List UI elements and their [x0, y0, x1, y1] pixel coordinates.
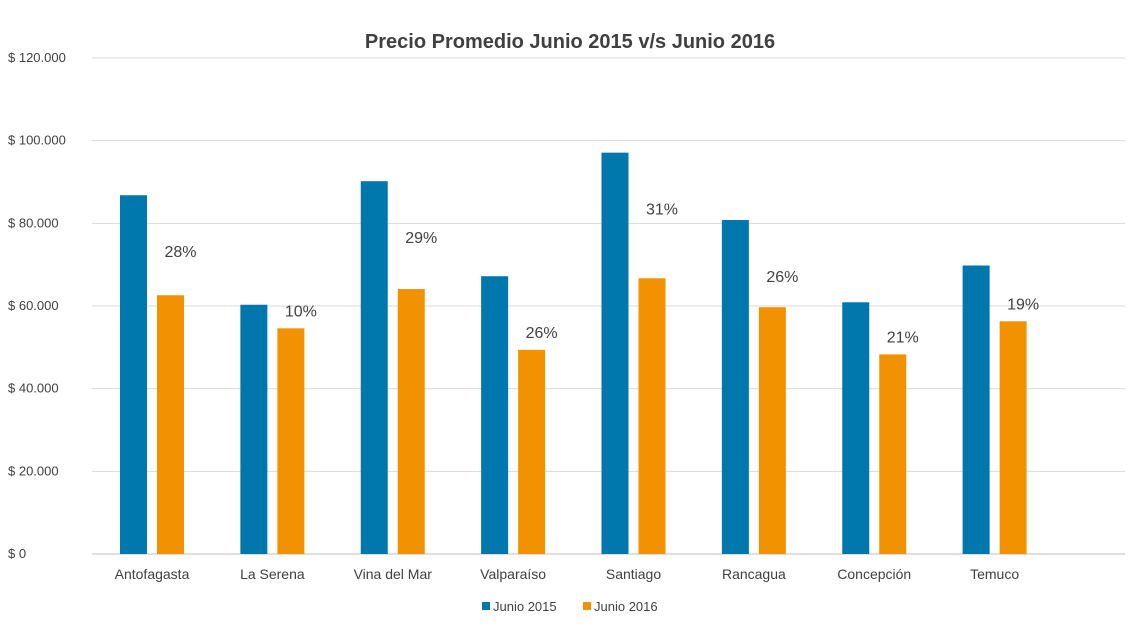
bar-junio-2016: [157, 295, 184, 554]
legend-label: Junio 2015: [493, 599, 557, 614]
category-label: Santiago: [606, 566, 661, 582]
category-label: La Serena: [240, 566, 305, 582]
category-label: Concepción: [837, 566, 911, 582]
bar-junio-2015: [360, 181, 388, 554]
bar-junio-2016: [397, 289, 425, 554]
bar-junio-2015: [481, 276, 509, 554]
bar-junio-2015: [721, 220, 749, 554]
percent-annotations: 28% 10% 29% 26% 31% 26% 21% 19%: [164, 202, 1039, 347]
y-tick-label: $ 100.000: [8, 133, 66, 148]
percent-label: 19%: [1007, 296, 1039, 313]
bar-junio-2016: [638, 278, 666, 554]
category-label: Temuco: [970, 566, 1019, 582]
bars: [120, 152, 1027, 555]
y-tick-label: $ 40.000: [8, 381, 59, 396]
percent-label: 31%: [646, 202, 678, 219]
bar-junio-2016: [758, 307, 786, 554]
percent-label: 29%: [405, 230, 437, 247]
category-label: Valparaíso: [480, 566, 546, 582]
percent-label: 28%: [164, 244, 196, 261]
legend: Junio 2015 Junio 2016: [482, 599, 658, 614]
bar-junio-2015: [240, 304, 268, 554]
bar-junio-2016: [879, 354, 907, 554]
x-axis-categories: Antofagasta La Serena Vina del Mar Valparaí…: [115, 566, 1020, 582]
y-tick-label: $ 0: [8, 546, 26, 561]
bar-junio-2016: [999, 321, 1027, 554]
bar-junio-2015: [120, 195, 147, 554]
category-label: Rancagua: [722, 566, 786, 582]
chart-title: Precio Promedio Junio 2015 v/s Junio 201…: [365, 31, 775, 53]
category-label: Vina del Mar: [354, 566, 433, 582]
y-axis-ticks: $ 0 $ 20.000 $ 40.000 $ 60.000 $ 80.000 $ 100…: [8, 50, 66, 561]
y-tick-label: $ 80.000: [8, 215, 59, 230]
legend-swatch: [482, 602, 490, 610]
bar-junio-2016: [518, 349, 546, 554]
legend-label: Junio 2016: [594, 599, 658, 614]
y-tick-label: $ 120.000: [8, 50, 66, 65]
bar-junio-2015: [842, 302, 870, 554]
category-label: Antofagasta: [115, 566, 190, 582]
percent-label: 21%: [887, 329, 919, 346]
bar-junio-2015: [962, 265, 990, 554]
percent-label: 26%: [526, 325, 558, 342]
percent-label: 10%: [285, 303, 317, 320]
bar-junio-2016: [277, 328, 305, 554]
y-tick-label: $ 20.000: [8, 463, 59, 478]
y-tick-label: $ 60.000: [8, 298, 59, 313]
legend-swatch: [583, 602, 591, 610]
percent-label: 26%: [766, 269, 798, 286]
bar-junio-2015: [601, 152, 629, 555]
